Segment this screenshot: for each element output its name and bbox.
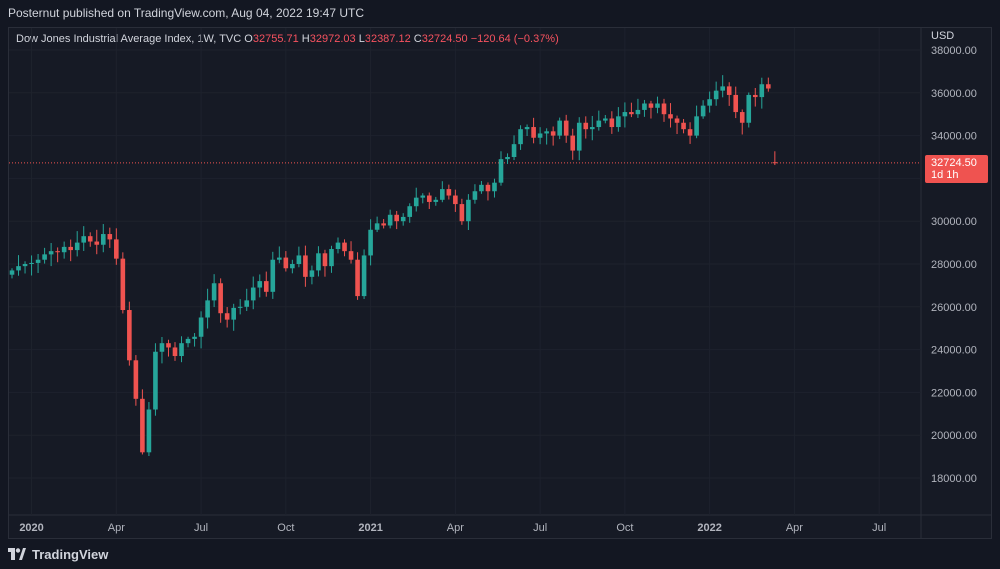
- legend-open-label: O: [244, 33, 253, 45]
- price-tag: 32724.50 1d 1h: [925, 155, 988, 183]
- legend-low-label: L: [358, 33, 365, 45]
- legend-open-value: 32755.71: [252, 33, 299, 45]
- price-tag-value: 32724.50: [931, 157, 977, 169]
- chart-frame[interactable]: [8, 27, 992, 539]
- published-header: Posternut published on TradingView.com, …: [0, 0, 1000, 27]
- legend-high-label: H: [301, 33, 310, 45]
- published-text: Posternut published on TradingView.com, …: [8, 6, 365, 20]
- tradingview-brand: TradingView: [32, 546, 109, 562]
- legend-change: −120.64 (−0.37%): [470, 33, 559, 45]
- legend-high-value: 32972.03: [309, 33, 356, 45]
- chart-legend: Dow Jones Industrial Average Index, 1W, …: [16, 33, 559, 45]
- tradingview-logo[interactable]: TradingView: [8, 544, 108, 564]
- legend-symbol: Dow Jones Industrial Average Index, 1W, …: [16, 33, 242, 45]
- price-tag-countdown: 1d 1h: [931, 169, 959, 181]
- legend-close-value: 32724.50: [421, 33, 468, 45]
- tradingview-logo-icon: [8, 548, 26, 560]
- legend-close-label: C: [413, 33, 422, 45]
- legend-low-value: 32387.12: [364, 33, 411, 45]
